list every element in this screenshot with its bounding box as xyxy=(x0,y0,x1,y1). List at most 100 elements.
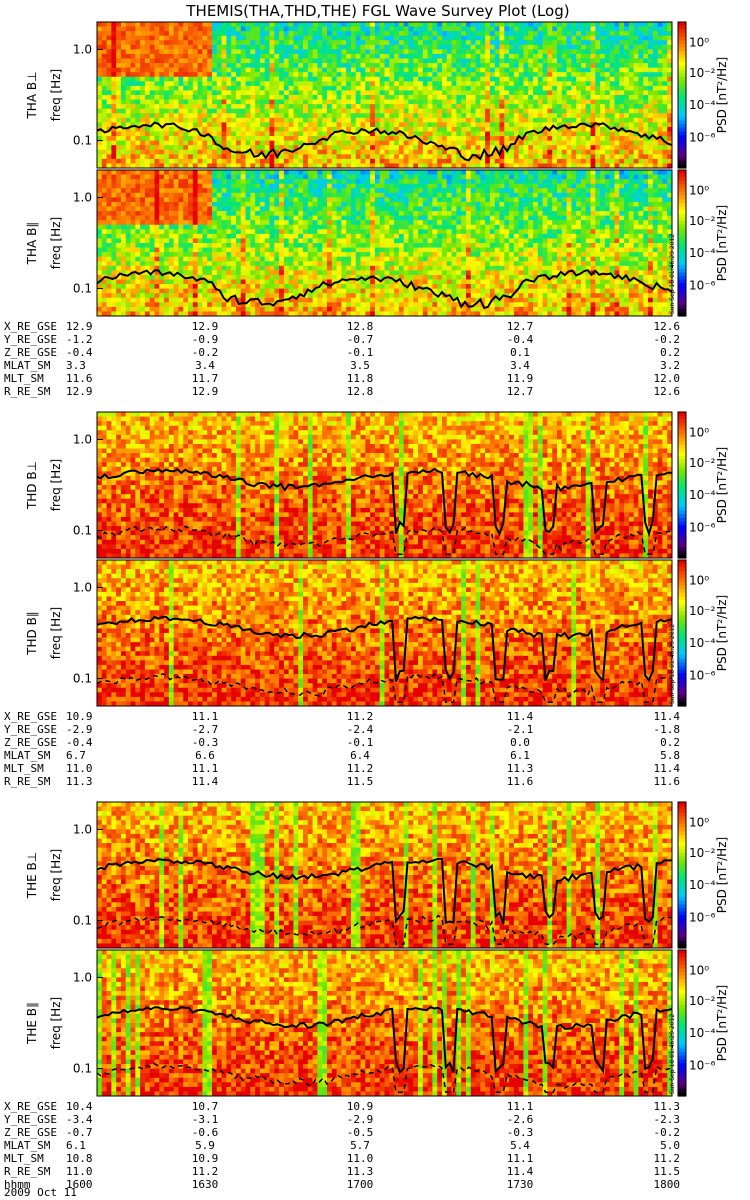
psd-cell xyxy=(202,44,208,50)
psd-cell xyxy=(140,154,146,160)
psd-cell xyxy=(279,35,285,41)
psd-cell xyxy=(528,53,534,59)
psd-cell xyxy=(480,163,486,169)
psd-cell xyxy=(140,31,146,37)
psd-cell xyxy=(164,215,170,221)
psd-cell xyxy=(288,122,294,128)
psd-cell xyxy=(274,140,280,146)
psd-cell xyxy=(288,108,294,114)
psd-cell xyxy=(470,113,476,119)
psd-cell xyxy=(585,67,591,73)
psd-cell xyxy=(398,108,405,114)
psd-cell xyxy=(264,140,270,146)
psd-cell xyxy=(154,188,160,194)
psd-cell xyxy=(346,131,352,137)
psd-cell xyxy=(116,284,122,290)
psd-cell xyxy=(274,76,280,82)
psd-cell xyxy=(216,229,222,235)
psd-cell xyxy=(274,44,280,50)
psd-cell xyxy=(585,154,591,160)
psd-cell xyxy=(494,44,500,50)
psd-cell xyxy=(178,44,184,50)
psd-cell xyxy=(408,113,414,119)
psd-cell xyxy=(188,81,194,87)
psd-cell xyxy=(235,229,242,235)
psd-cell xyxy=(523,44,529,50)
psd-cell xyxy=(149,35,155,41)
psd-cell xyxy=(346,140,352,146)
psd-cell xyxy=(255,113,261,119)
psd-cell xyxy=(101,53,107,59)
psd-cell xyxy=(451,53,457,59)
psd-cell xyxy=(403,95,409,100)
psd-cell xyxy=(245,256,251,262)
psd-cell xyxy=(609,131,615,137)
psd-cell xyxy=(274,90,280,96)
psd-cell xyxy=(144,288,151,294)
psd-cell xyxy=(240,174,246,180)
psd-cell xyxy=(643,140,649,146)
psd-cell xyxy=(652,22,659,27)
psd-cell xyxy=(106,63,112,69)
psd-cell xyxy=(585,145,591,151)
psd-cell xyxy=(111,145,117,151)
psd-cell xyxy=(240,154,246,160)
psd-cell xyxy=(235,136,242,142)
psd-cell xyxy=(403,104,409,110)
psd-cell xyxy=(533,81,539,87)
psd-cell xyxy=(303,85,309,91)
psd-cell xyxy=(442,67,448,73)
psd-cell xyxy=(188,117,194,123)
psd-cell xyxy=(465,99,472,105)
psd-cell xyxy=(125,31,131,37)
psd-cell xyxy=(140,179,146,185)
psd-cell xyxy=(614,149,620,155)
psd-cell xyxy=(413,99,419,105)
psd-cell xyxy=(240,302,246,308)
psd-cell xyxy=(456,104,462,110)
psd-cell xyxy=(619,31,625,37)
psd-cell xyxy=(135,31,141,37)
psd-cell xyxy=(542,22,548,27)
psd-cell xyxy=(509,117,515,123)
psd-cell xyxy=(418,81,424,87)
psd-cell xyxy=(197,122,203,128)
psd-cell xyxy=(408,22,414,27)
psd-cell xyxy=(346,122,352,128)
psd-cell xyxy=(537,158,544,164)
psd-cell xyxy=(619,63,625,69)
psd-cell xyxy=(293,126,299,132)
psd-cell xyxy=(451,158,457,164)
psd-cell xyxy=(120,233,127,239)
psd-cell xyxy=(384,49,390,55)
psd-cell xyxy=(547,149,553,155)
psd-cell xyxy=(614,49,620,55)
psd-cell xyxy=(111,108,117,114)
psd-cell xyxy=(509,76,515,82)
psd-cell xyxy=(245,229,251,235)
psd-cell xyxy=(212,126,218,132)
psd-cell xyxy=(317,53,323,59)
psd-cell xyxy=(561,49,567,55)
psd-cell xyxy=(561,131,567,137)
psd-cell xyxy=(298,63,304,69)
psd-cell xyxy=(279,99,285,105)
psd-cell xyxy=(374,113,381,119)
psd-cell xyxy=(245,44,251,50)
psd-cell xyxy=(350,76,357,82)
psd-cell xyxy=(533,49,539,55)
psd-cell xyxy=(173,58,179,64)
psd-cell xyxy=(408,85,414,91)
psd-cell xyxy=(111,35,117,41)
psd-cell xyxy=(465,145,472,151)
psd-cell xyxy=(652,31,659,37)
psd-cell xyxy=(106,35,112,41)
psd-cell xyxy=(389,31,395,37)
psd-cell xyxy=(566,26,572,32)
psd-cell xyxy=(221,311,227,317)
psd-cell xyxy=(259,131,266,137)
psd-cell xyxy=(365,67,371,73)
psd-cell xyxy=(312,163,318,169)
psd-cell xyxy=(470,158,476,164)
psd-cell xyxy=(202,284,208,290)
